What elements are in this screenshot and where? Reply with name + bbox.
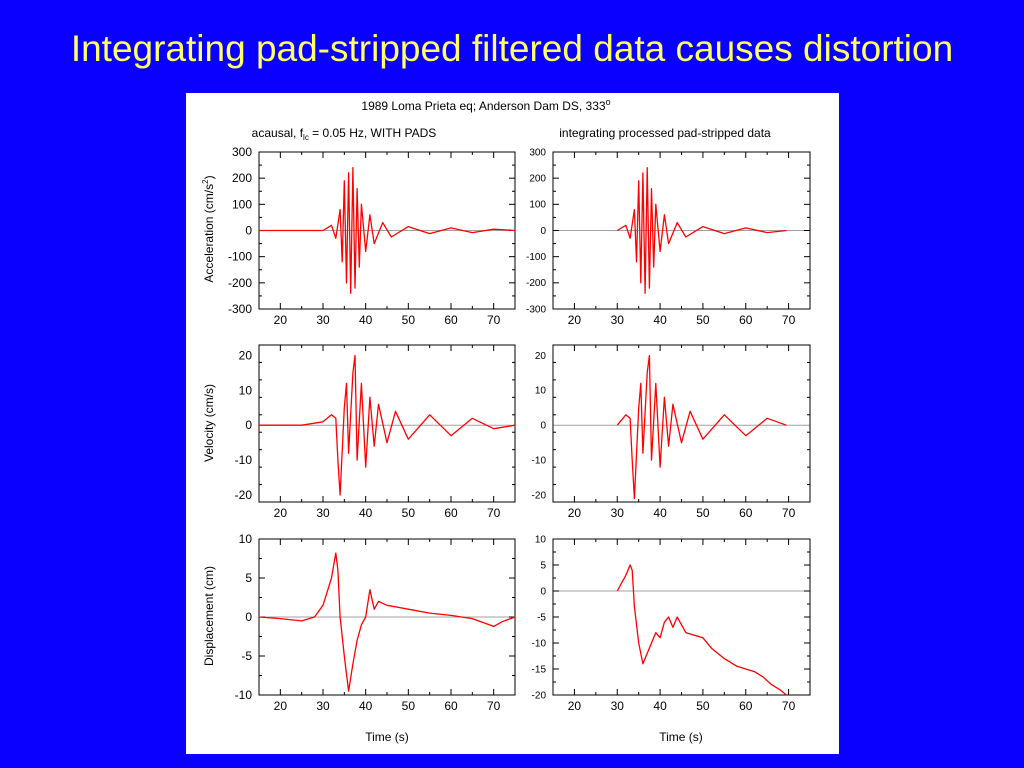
right-panel-heading: integrating processed pad-stripped data: [559, 126, 771, 140]
y-tick-label: -200: [228, 276, 252, 290]
y-tick-label: -100: [228, 250, 252, 264]
x-tick-label: 40: [653, 699, 667, 713]
y-tick-label: -15: [532, 664, 547, 675]
panel-vel-left: 20 30 40 50 60 70 20 10 0 -10 -20: [235, 344, 516, 520]
x-tick-label: 30: [316, 313, 330, 327]
x-tick-label: 30: [611, 313, 625, 327]
y-tick-label: 20: [535, 351, 547, 362]
x-tick-label: 50: [696, 313, 710, 327]
panel-acc-right: 20 30 40 50 60 70 300 200 100 0 -100 -200 -300: [526, 147, 811, 327]
x-tick-label: 40: [359, 313, 373, 327]
x-tick-label: 60: [739, 506, 753, 520]
x-tick-label: 40: [359, 699, 373, 713]
y-tick-label: 10: [239, 383, 253, 397]
y-tick-label: -200: [526, 278, 546, 289]
y-tick-label: 0: [540, 226, 546, 237]
plot-frame: [552, 344, 811, 503]
y-tick-label: 100: [529, 200, 546, 211]
y-tick-label: 300: [232, 145, 252, 159]
x-tick-label: 50: [402, 506, 416, 520]
figure-panel: 1989 Loma Prieta eq; Anderson Dam DS, 33…: [186, 93, 839, 754]
x-tick-label: 30: [316, 506, 330, 520]
x-tick-label: 20: [274, 506, 288, 520]
y-tick-label: 20: [239, 348, 253, 362]
x-tick-label: 20: [274, 313, 288, 327]
x-tick-label: 70: [782, 313, 796, 327]
x-tick-label: 70: [487, 699, 501, 713]
series-line: [259, 354, 516, 496]
x-tick-label: 40: [653, 506, 667, 520]
chart-svg: 1989 Loma Prieta eq; Anderson Dam DS, 33…: [201, 97, 811, 744]
xlabel-left: Time (s): [365, 730, 409, 744]
x-tick-label: 60: [444, 506, 458, 520]
ylabel-displacement: Displacement (cm): [202, 566, 216, 666]
x-tick-label: 30: [611, 699, 625, 713]
x-tick-label: 20: [568, 313, 582, 327]
y-tick-label: 0: [245, 610, 252, 624]
y-tick-label: -5: [537, 612, 546, 623]
x-tick-label: 60: [444, 699, 458, 713]
y-tick-label: 200: [232, 171, 252, 185]
y-tick-label: -5: [241, 649, 252, 663]
x-tick-label: 60: [739, 313, 753, 327]
ylabel-velocity: Velocity (cm/s): [202, 384, 216, 462]
x-tick-label: 70: [487, 313, 501, 327]
y-tick-label: 10: [535, 386, 547, 397]
left-panel-heading: acausal, flc = 0.05 Hz, WITH PADS: [252, 126, 437, 142]
y-tick-label: 0: [540, 586, 546, 597]
y-tick-label: -10: [235, 453, 253, 467]
y-tick-label: 200: [529, 174, 546, 185]
y-tick-label: -20: [532, 690, 547, 701]
x-tick-label: 20: [274, 699, 288, 713]
series-line: [616, 564, 787, 696]
x-tick-label: 70: [782, 506, 796, 520]
series-line: [259, 167, 516, 294]
xlabel-right: Time (s): [659, 730, 703, 744]
x-tick-label: 20: [568, 506, 582, 520]
y-tick-label: 0: [245, 418, 252, 432]
slide-title: Integrating pad-stripped filtered data c…: [70, 28, 954, 69]
x-tick-label: 60: [739, 699, 753, 713]
figure-header: 1989 Loma Prieta eq; Anderson Dam DS, 33…: [361, 97, 610, 113]
panel-vel-right: 20 30 40 50 60 70 20 10 0 -10 -20: [532, 344, 811, 520]
series-line: [616, 167, 787, 294]
x-tick-label: 40: [359, 506, 373, 520]
panel-acc-left: 20 30 40 50 60 70 300 200 100 0 -100 -200 -300: [228, 145, 516, 327]
x-tick-label: 60: [444, 313, 458, 327]
x-tick-label: 30: [611, 506, 625, 520]
y-tick-label: 300: [529, 147, 546, 158]
y-tick-label: 10: [535, 534, 547, 545]
y-tick-label: -300: [526, 304, 546, 315]
x-tick-label: 30: [316, 699, 330, 713]
plot-frame: [552, 538, 811, 696]
series-line: [616, 354, 787, 500]
x-tick-label: 50: [696, 506, 710, 520]
y-tick-label: 0: [540, 421, 546, 432]
x-tick-label: 70: [782, 699, 796, 713]
x-tick-label: 50: [402, 699, 416, 713]
x-tick-label: 50: [696, 699, 710, 713]
y-tick-label: -10: [532, 455, 547, 466]
ylabel-acceleration: Acceleration (cm/s2): [201, 175, 216, 282]
y-tick-label: 5: [245, 571, 252, 585]
y-tick-label: 5: [540, 560, 546, 571]
plot-frame: [258, 344, 516, 503]
y-tick-label: 0: [245, 224, 252, 238]
y-tick-label: -300: [228, 302, 252, 316]
x-tick-label: 70: [487, 506, 501, 520]
y-tick-label: 10: [239, 532, 253, 546]
x-tick-label: 20: [568, 699, 582, 713]
series-line: [258, 552, 516, 692]
y-tick-label: 100: [232, 197, 252, 211]
y-tick-label: -100: [526, 252, 546, 263]
y-tick-label: -20: [235, 488, 253, 502]
y-tick-label: -10: [532, 638, 547, 649]
x-tick-label: 50: [402, 313, 416, 327]
y-tick-label: -10: [235, 688, 253, 702]
y-tick-label: -20: [532, 490, 547, 501]
x-tick-label: 40: [653, 313, 667, 327]
